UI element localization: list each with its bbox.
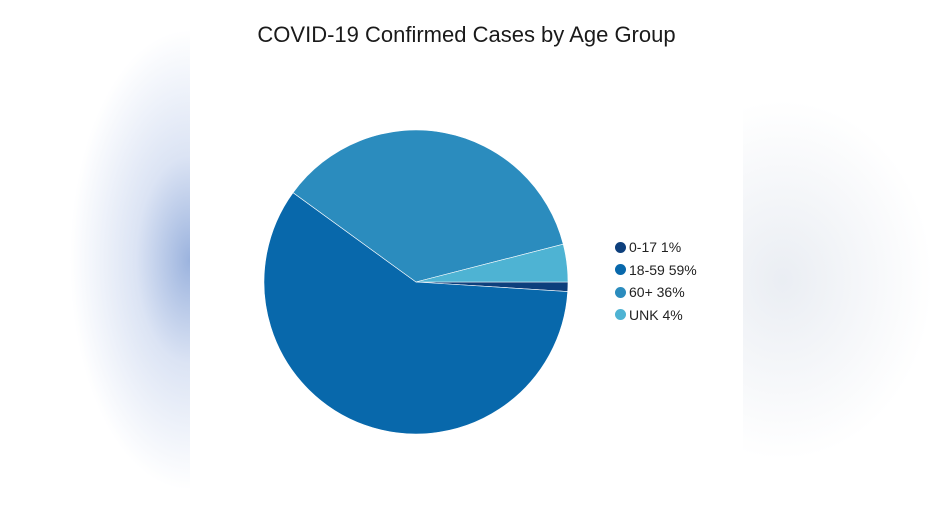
legend-swatch <box>615 241 626 253</box>
pie-chart <box>263 129 569 435</box>
blurred-background-left <box>0 0 190 524</box>
blurred-background-right <box>743 0 932 524</box>
pie-slice-18-59 <box>263 192 569 435</box>
pie-slice-unk <box>415 243 569 283</box>
chart-card: COVID-19 Confirmed Cases by Age Group 0-… <box>190 0 743 524</box>
chart-legend: 0-17 1% 18-59 59% 60+ 36% UNK 4% <box>615 236 697 326</box>
legend-swatch <box>615 309 626 321</box>
chart-title: COVID-19 Confirmed Cases by Age Group <box>257 22 676 47</box>
legend-item: UNK 4% <box>615 304 697 327</box>
legend-label: 18-59 59% <box>629 261 697 278</box>
legend-item: 60+ 36% <box>615 281 697 304</box>
legend-swatch <box>615 286 626 298</box>
legend-item: 18-59 59% <box>615 259 697 282</box>
pie-slices <box>263 129 569 435</box>
legend-item: 0-17 1% <box>615 236 697 259</box>
legend-label: 60+ 36% <box>629 284 685 301</box>
legend-swatch <box>615 264 626 276</box>
legend-label: 0-17 1% <box>629 239 682 256</box>
pie-slice-60 <box>292 129 564 283</box>
legend-label: UNK 4% <box>629 306 683 323</box>
